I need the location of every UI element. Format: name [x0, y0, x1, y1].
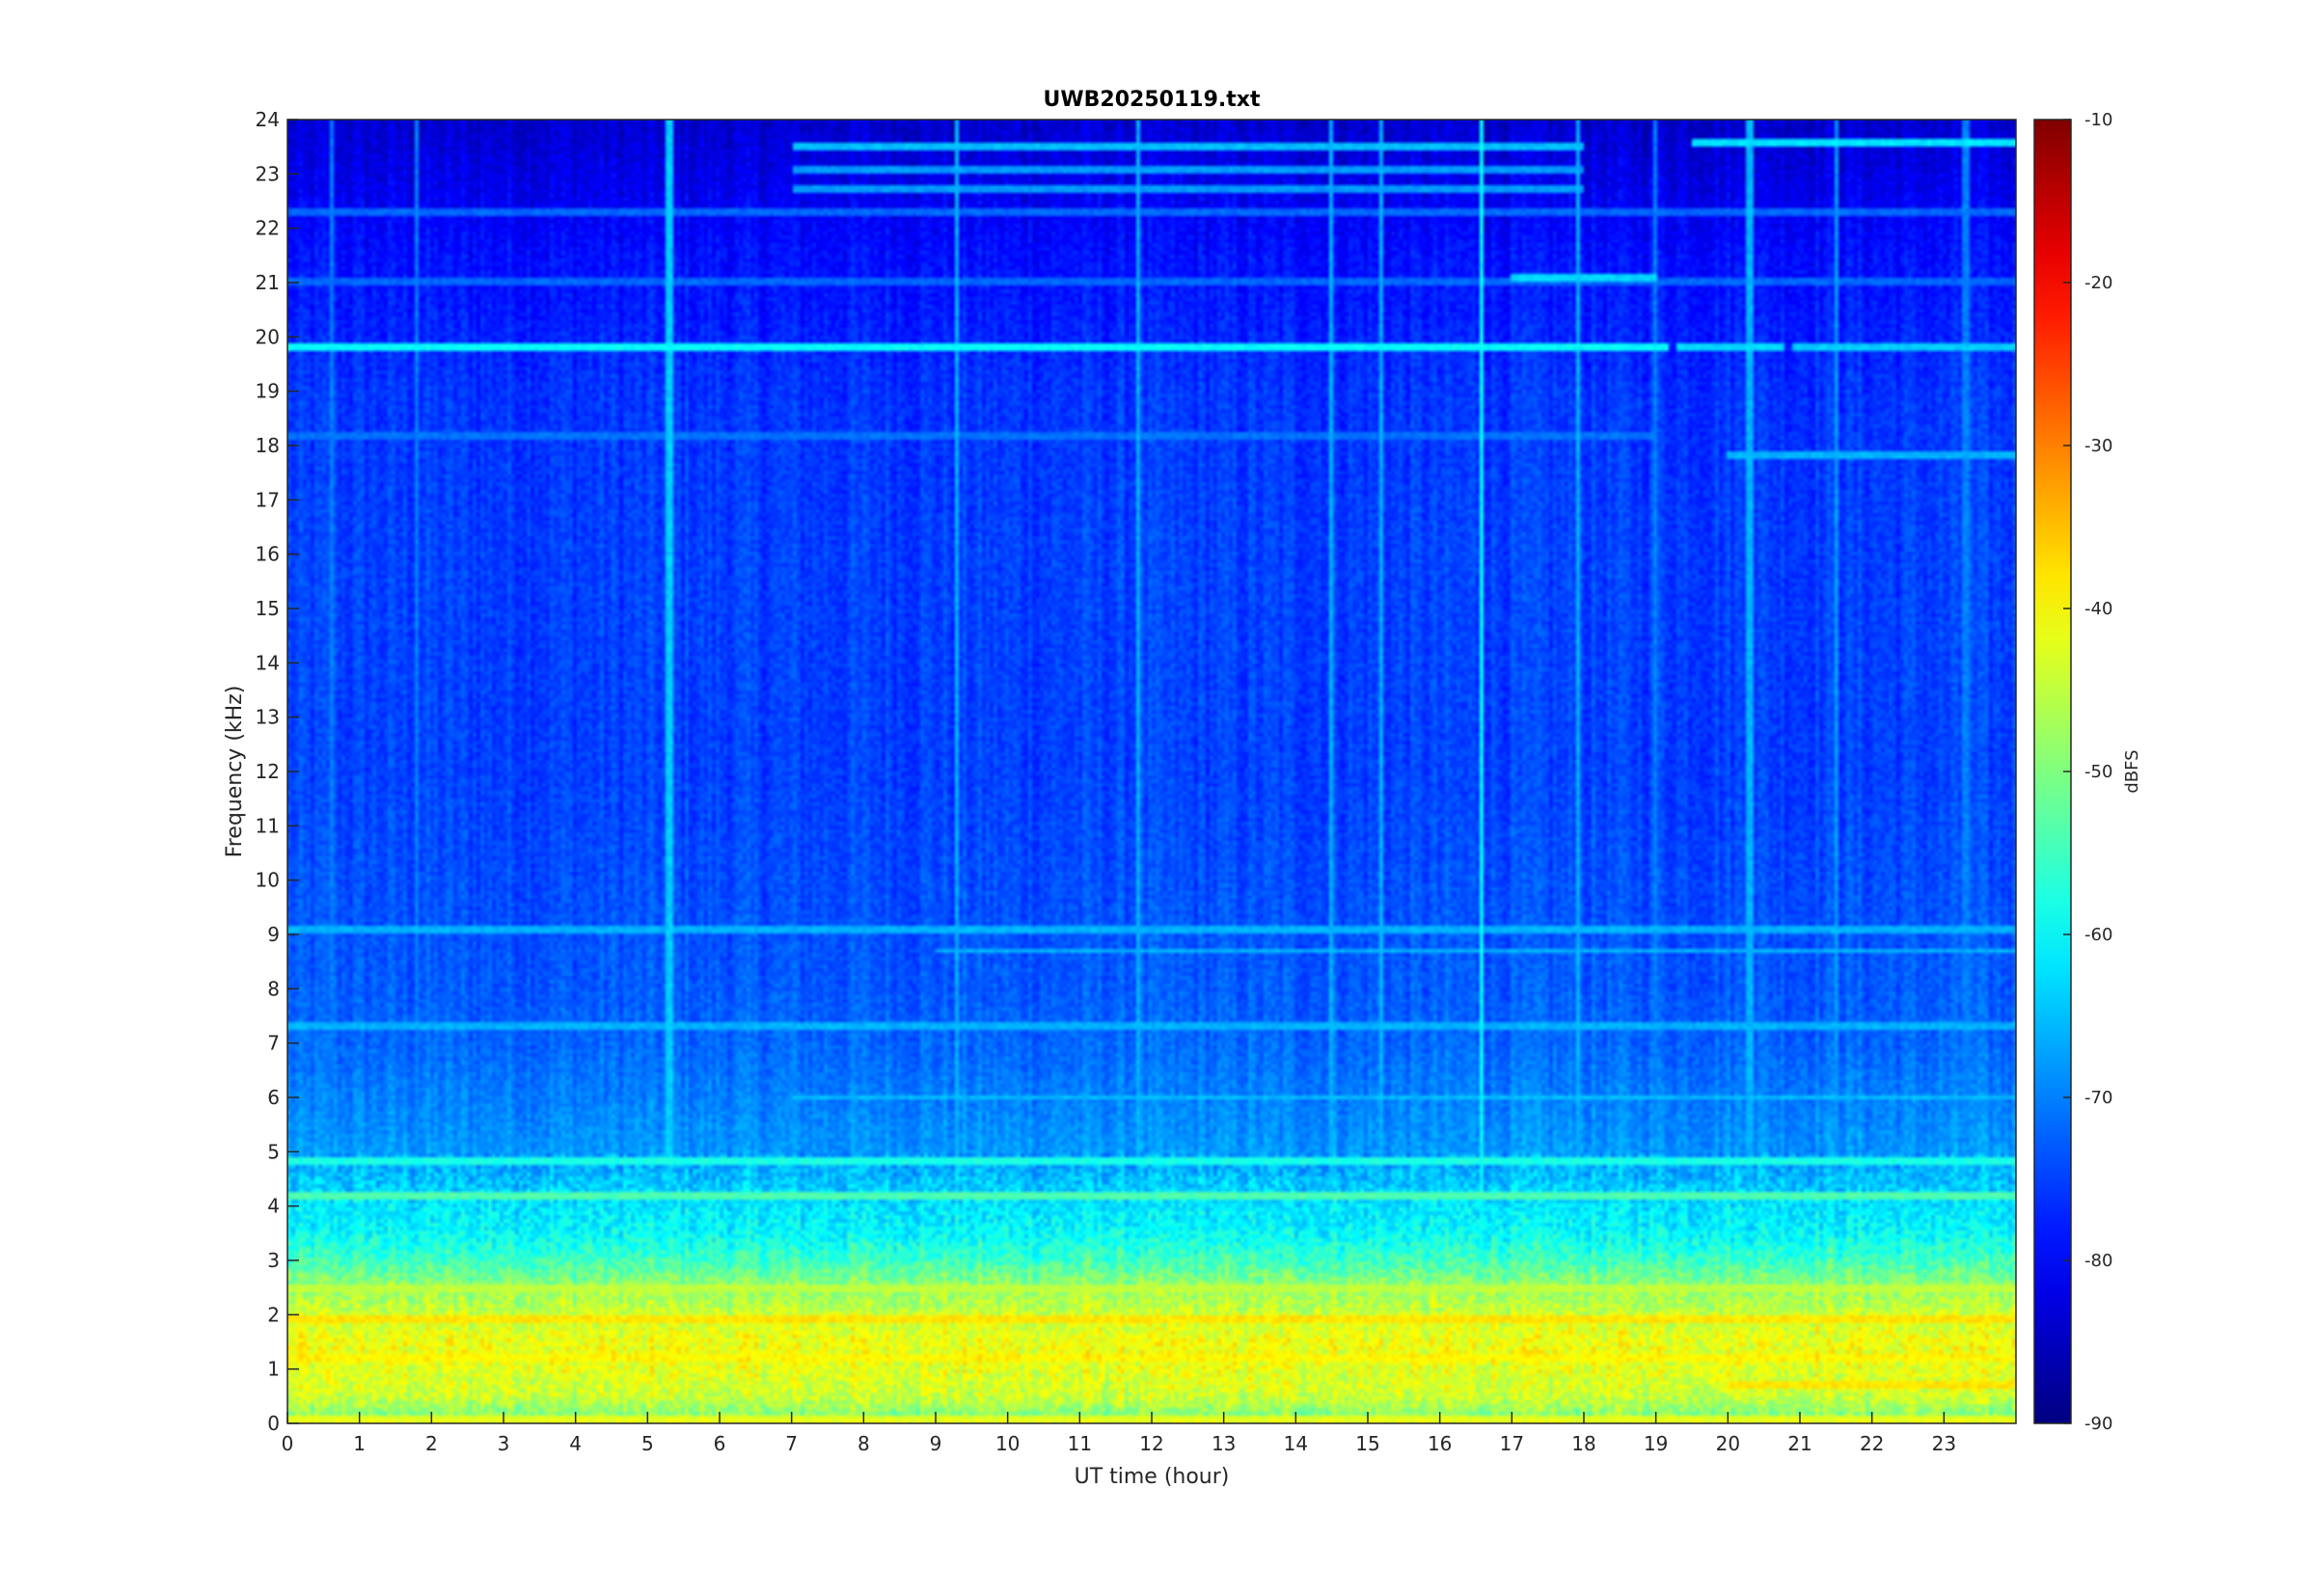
- x-tick-label: 0: [282, 1432, 294, 1455]
- y-tick-label: 17: [256, 488, 280, 511]
- x-axis-ticks: 0 1 2 3 4 5 6 7 8 9 10 11 12 13 14 15 16 17 18 19 20 21 22 23: [282, 1412, 1956, 1455]
- colorbar-ticks: -90 -80 -70 -60 -50 -40 -30 -20 -10: [2063, 110, 2112, 1434]
- x-tick-label: 8: [858, 1432, 870, 1455]
- y-tick-label: 7: [267, 1032, 280, 1055]
- y-tick-label: 0: [267, 1412, 280, 1435]
- x-tick-label: 19: [1644, 1432, 1668, 1455]
- colorbar-tick-label: -70: [2084, 1088, 2112, 1108]
- colorbar: -90 -80 -70 -60 -50 -40 -30 -20 -10 dBFS: [2033, 110, 2142, 1434]
- x-tick-label: 16: [1428, 1432, 1452, 1455]
- x-tick-label: 9: [930, 1432, 942, 1455]
- y-tick-label: 15: [256, 597, 280, 620]
- colorbar-tick-label: -10: [2084, 110, 2112, 130]
- colorbar-tick-label: -20: [2084, 273, 2112, 293]
- x-tick-label: 11: [1068, 1432, 1092, 1455]
- y-tick-label: 10: [256, 869, 280, 892]
- x-tick-label: 3: [498, 1432, 510, 1455]
- heatmap-image: [287, 120, 2016, 1423]
- y-tick-label: 4: [267, 1195, 280, 1218]
- colorbar-tick-label: -50: [2084, 762, 2112, 782]
- y-tick-label: 13: [256, 706, 280, 729]
- x-tick-label: 15: [1355, 1432, 1379, 1455]
- colorbar-tick-label: -60: [2084, 925, 2112, 945]
- colorbar-tick-label: -40: [2084, 599, 2112, 619]
- x-tick-label: 1: [353, 1432, 366, 1455]
- x-tick-label: 10: [995, 1432, 1020, 1455]
- y-tick-label: 16: [256, 543, 280, 566]
- y-tick-label: 12: [256, 760, 280, 783]
- x-axis-label: UT time (hour): [1075, 1465, 1230, 1489]
- x-tick-label: 21: [1787, 1432, 1811, 1455]
- chart-title: UWB20250119.txt: [1044, 88, 1261, 112]
- y-tick-label: 1: [267, 1358, 280, 1381]
- y-axis-label: Frequency (kHz): [223, 686, 247, 858]
- x-tick-label: 7: [785, 1432, 798, 1455]
- x-tick-label: 4: [569, 1432, 582, 1455]
- y-tick-label: 24: [256, 108, 280, 131]
- x-tick-label: 5: [641, 1432, 654, 1455]
- colorbar-label: dBFS: [2122, 749, 2142, 793]
- x-tick-label: 22: [1860, 1432, 1884, 1455]
- y-tick-label: 2: [267, 1303, 280, 1326]
- plot-area: [286, 119, 2017, 1424]
- x-tick-label: 18: [1571, 1432, 1595, 1455]
- y-tick-label: 6: [267, 1086, 280, 1109]
- y-tick-label: 18: [256, 434, 280, 457]
- y-tick-label: 23: [256, 162, 280, 185]
- x-tick-label: 13: [1212, 1432, 1236, 1455]
- y-tick-label: 8: [267, 977, 280, 1000]
- colorbar-tick-label: -30: [2084, 436, 2112, 456]
- y-tick-label: 22: [256, 217, 280, 240]
- y-tick-label: 20: [256, 325, 280, 348]
- x-tick-label: 20: [1716, 1432, 1740, 1455]
- y-tick-label: 5: [267, 1140, 280, 1163]
- y-tick-label: 19: [256, 380, 280, 403]
- x-tick-label: 2: [425, 1432, 438, 1455]
- x-tick-label: 6: [714, 1432, 726, 1455]
- y-tick-label: 11: [256, 814, 280, 837]
- colorbar-tick-label: -80: [2084, 1251, 2112, 1271]
- x-tick-label: 17: [1500, 1432, 1524, 1455]
- x-tick-label: 14: [1284, 1432, 1308, 1455]
- y-tick-label: 3: [267, 1249, 280, 1272]
- y-tick-label: 14: [256, 651, 280, 674]
- x-tick-label: 23: [1932, 1432, 1956, 1455]
- y-tick-label: 9: [267, 923, 280, 946]
- x-tick-label: 12: [1139, 1432, 1163, 1455]
- colorbar-tick-label: -90: [2084, 1414, 2112, 1434]
- y-tick-label: 21: [256, 271, 280, 294]
